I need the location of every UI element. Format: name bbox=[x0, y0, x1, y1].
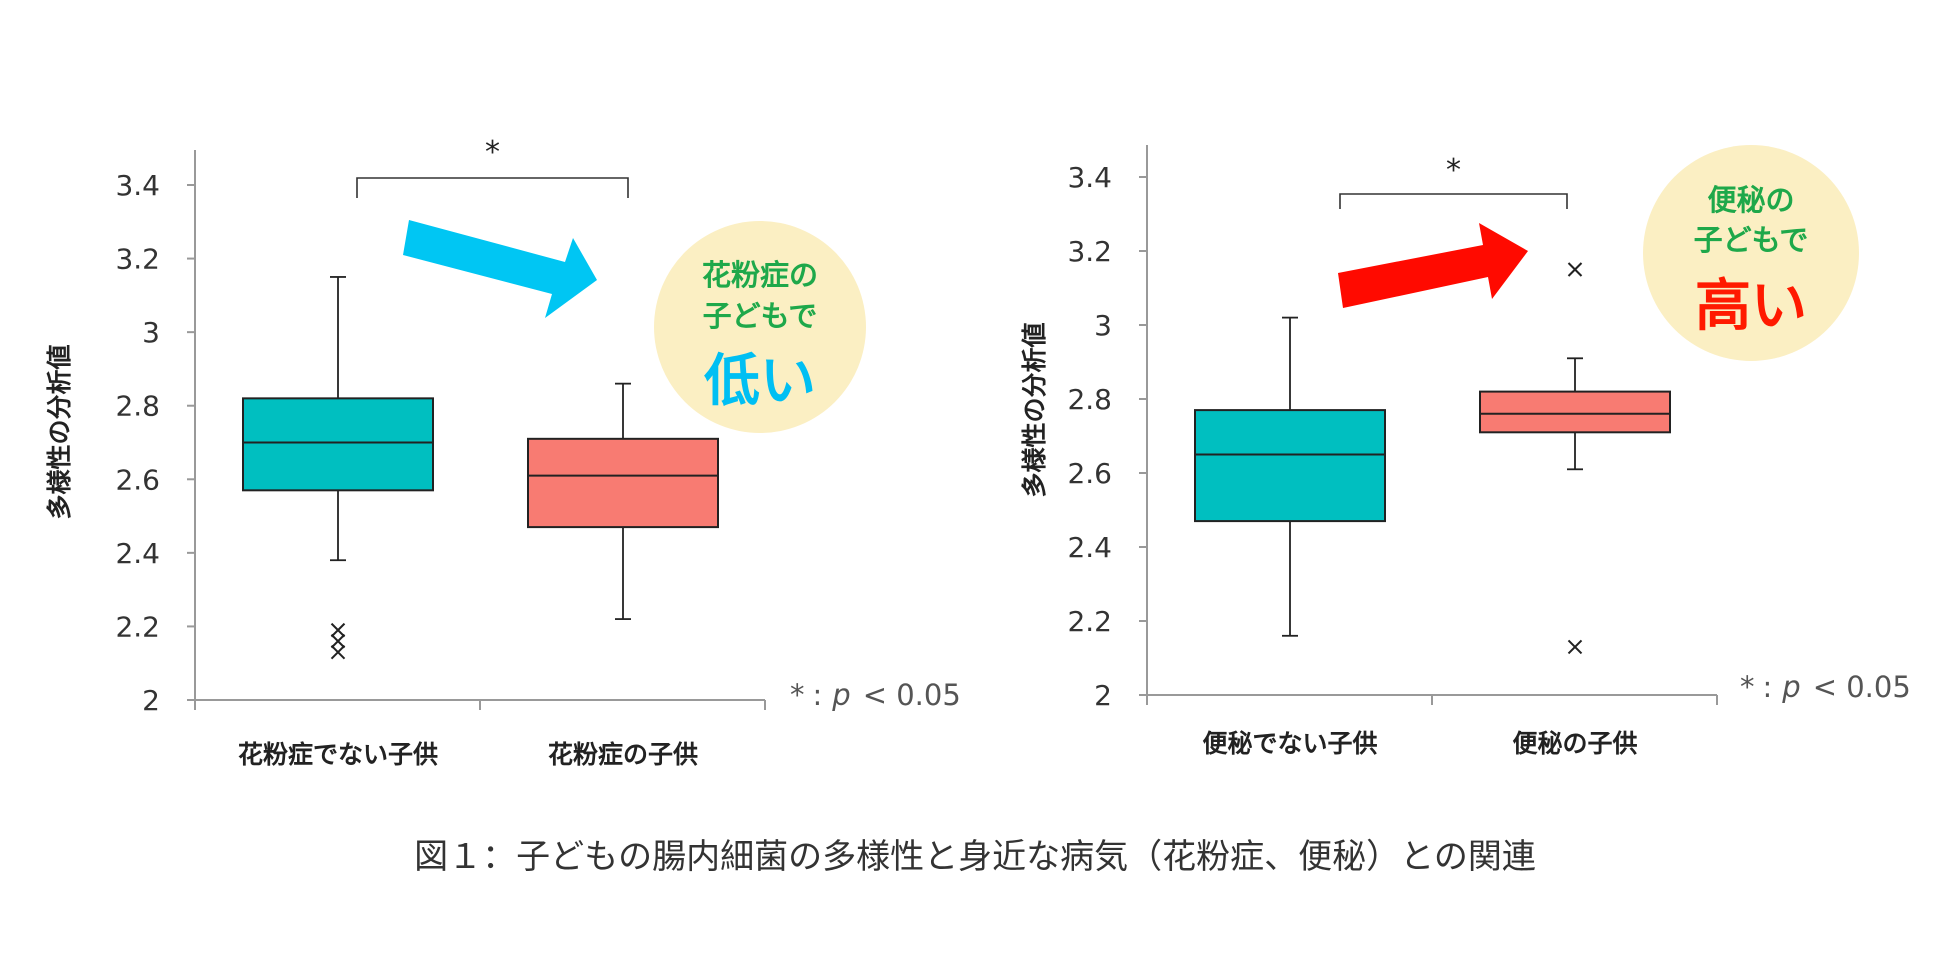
category-label: 花粉症の子供 bbox=[548, 740, 698, 769]
p-note-colon: : bbox=[813, 678, 823, 712]
category-label: 便秘でない子供 bbox=[1202, 729, 1377, 758]
y-tick-label: 2 bbox=[1094, 679, 1112, 712]
significance-star: * bbox=[1446, 153, 1461, 188]
box-0 bbox=[1194, 316, 1386, 637]
y-tick-label: 3.2 bbox=[1067, 235, 1112, 268]
callout-line1: 便秘の bbox=[1707, 183, 1794, 217]
callout-circle bbox=[1643, 145, 1859, 361]
p-note-p: p bbox=[831, 678, 850, 712]
box-0 bbox=[242, 276, 434, 660]
trend-arrow-down bbox=[403, 220, 597, 318]
significance-star: * bbox=[485, 135, 500, 170]
outlier-marker bbox=[330, 622, 346, 638]
outlier-marker bbox=[330, 644, 346, 660]
y-axis-label: 多様性の分析値 bbox=[45, 344, 74, 519]
y-tick-label: 2 bbox=[142, 684, 160, 717]
y-tick-label: 2.6 bbox=[115, 463, 160, 496]
p-note-colon: : bbox=[1763, 670, 1773, 704]
p-note-threshold: < 0.05 bbox=[863, 678, 961, 712]
category-label: 花粉症でない子供 bbox=[238, 740, 438, 769]
callout-line1: 花粉症の bbox=[702, 258, 818, 292]
outlier-marker bbox=[1567, 262, 1583, 277]
callout-emphasis: 高い bbox=[1695, 274, 1807, 339]
p-value-note: *: p < 0.05 bbox=[1740, 670, 1911, 704]
y-tick-label: 2.8 bbox=[115, 390, 160, 423]
box-1 bbox=[527, 382, 719, 620]
outlier-marker bbox=[1567, 639, 1583, 655]
significance-bracket bbox=[356, 177, 629, 198]
p-note-p: p bbox=[1781, 670, 1800, 704]
iqr-box bbox=[1194, 409, 1386, 523]
y-tick-label: 3.4 bbox=[115, 169, 160, 202]
iqr-box bbox=[1479, 390, 1671, 434]
y-tick-label: 3 bbox=[142, 316, 160, 349]
box-1 bbox=[1479, 262, 1671, 655]
y-tick-label: 2.8 bbox=[1067, 383, 1112, 416]
y-tick-label: 2.4 bbox=[1067, 531, 1112, 564]
figure-caption: 図１：子どもの腸内細菌の多様性と身近な病気（花粉症、便秘）との関連 bbox=[414, 837, 1536, 877]
p-value-note: *: p < 0.05 bbox=[790, 678, 961, 712]
y-tick-label: 3.2 bbox=[115, 243, 160, 276]
outlier-marker bbox=[330, 633, 346, 649]
callout-line2: 子どもで bbox=[703, 299, 818, 333]
y-axis-label: 多様性の分析値 bbox=[1020, 322, 1049, 497]
iqr-box bbox=[242, 397, 434, 492]
callout-circle bbox=[654, 221, 866, 433]
p-note-star: * bbox=[1740, 670, 1755, 704]
p-note-star: * bbox=[790, 678, 805, 712]
y-tick-label: 3 bbox=[1094, 309, 1112, 342]
trend-arrow-up bbox=[1338, 223, 1528, 308]
callout-line2: 子どもで bbox=[1694, 223, 1809, 257]
p-note-threshold: < 0.05 bbox=[1813, 670, 1911, 704]
y-tick-label: 3.4 bbox=[1067, 161, 1112, 194]
significance-bracket bbox=[1339, 193, 1568, 209]
iqr-box bbox=[527, 437, 719, 529]
y-tick-label: 2.2 bbox=[115, 610, 160, 643]
callout-emphasis: 低い bbox=[704, 349, 816, 414]
y-tick-label: 2.6 bbox=[1067, 457, 1112, 490]
y-tick-label: 2.4 bbox=[115, 537, 160, 570]
category-label: 便秘の子供 bbox=[1512, 729, 1637, 758]
y-tick-label: 2.2 bbox=[1067, 605, 1112, 638]
